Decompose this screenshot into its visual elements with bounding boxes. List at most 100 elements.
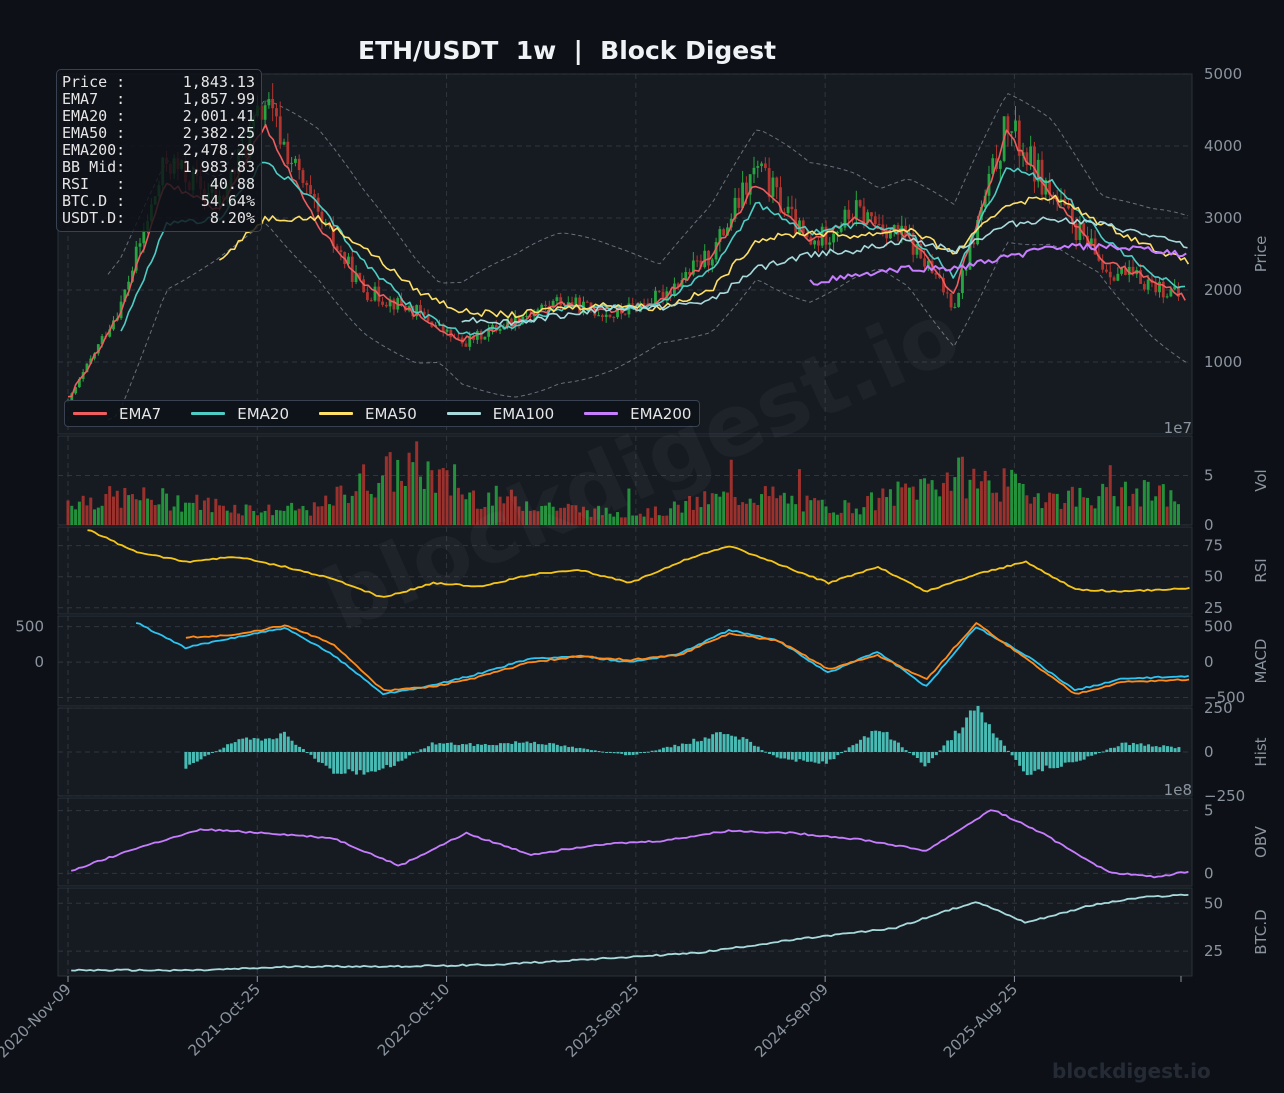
volume-bar bbox=[339, 485, 343, 525]
candle-body bbox=[487, 329, 491, 337]
volume-bar bbox=[142, 487, 146, 525]
histogram-bar bbox=[1025, 752, 1029, 776]
histogram-bar bbox=[294, 744, 298, 752]
histogram-bar bbox=[658, 749, 662, 752]
volume-bar bbox=[256, 515, 259, 525]
candle-body bbox=[854, 200, 858, 220]
legend-label: EMA20 bbox=[237, 404, 290, 423]
histogram-bar bbox=[980, 712, 984, 752]
volume-bar bbox=[824, 506, 828, 525]
volume-bar bbox=[938, 496, 942, 525]
volume-bar bbox=[165, 493, 169, 525]
histogram-bar bbox=[366, 752, 370, 773]
histogram-bar bbox=[1135, 744, 1139, 752]
volume-bar bbox=[278, 510, 282, 525]
volume-bar bbox=[373, 497, 377, 525]
histogram-bar bbox=[714, 732, 718, 752]
volume-bar bbox=[760, 494, 764, 525]
volume-bar bbox=[1048, 492, 1052, 525]
series-line-signal bbox=[185, 622, 1190, 695]
histogram-bar bbox=[1021, 752, 1025, 772]
histogram-bar bbox=[847, 747, 851, 752]
y-tick-label: 0 bbox=[1204, 653, 1214, 671]
volume-bar bbox=[274, 509, 278, 525]
candle-body bbox=[870, 212, 873, 217]
volume-bar bbox=[528, 510, 532, 525]
histogram-bar bbox=[339, 752, 343, 774]
candle-body bbox=[1048, 180, 1052, 195]
histogram-bar bbox=[832, 752, 836, 760]
volume-bar bbox=[365, 490, 369, 525]
histogram-bar bbox=[408, 752, 412, 756]
volume-bars bbox=[66, 441, 1180, 525]
y-axis-label: Price bbox=[1252, 236, 1270, 273]
candle-body bbox=[449, 329, 453, 338]
histogram-bar bbox=[245, 737, 249, 752]
histogram-bar bbox=[1071, 752, 1075, 763]
volume-bar bbox=[381, 475, 385, 525]
volume-bar bbox=[858, 514, 862, 525]
histogram-bar bbox=[461, 744, 465, 752]
volume-bar bbox=[127, 495, 131, 525]
histogram-bar bbox=[855, 743, 859, 752]
info-label: Price : bbox=[62, 73, 126, 91]
candle-body bbox=[77, 378, 81, 388]
series-line-ema20 bbox=[120, 161, 1186, 336]
candle-body bbox=[703, 250, 707, 268]
candle-body bbox=[979, 207, 983, 221]
candle-body bbox=[96, 344, 100, 354]
histogram-bar bbox=[627, 752, 631, 756]
volume-bar bbox=[180, 511, 184, 525]
histogram-bar bbox=[392, 752, 396, 766]
volume-bar bbox=[877, 497, 881, 525]
y-tick-label: 5 bbox=[1204, 802, 1214, 820]
volume-bar bbox=[847, 502, 851, 525]
candle-body bbox=[676, 283, 680, 288]
candle-body bbox=[1017, 120, 1021, 156]
histogram-bar bbox=[684, 743, 688, 752]
volume-bar bbox=[1104, 487, 1108, 525]
volume-bar bbox=[653, 506, 657, 525]
y-tick-label: 0 bbox=[1204, 864, 1214, 882]
candle-body bbox=[691, 260, 695, 275]
y-axis-label: RSI bbox=[1252, 558, 1270, 582]
histogram-bar bbox=[309, 752, 313, 755]
candle-body bbox=[1089, 238, 1093, 245]
candle-body bbox=[1082, 223, 1086, 236]
volume-bar bbox=[919, 479, 923, 525]
histogram-bar bbox=[298, 746, 302, 752]
volume-bar bbox=[957, 457, 961, 525]
histogram-bar bbox=[1018, 752, 1022, 766]
histogram-bar bbox=[487, 745, 491, 752]
candle-body bbox=[297, 158, 301, 171]
volume-bar bbox=[869, 492, 873, 525]
histogram-bar bbox=[669, 747, 673, 752]
volume-bar bbox=[915, 499, 919, 525]
histogram-bar bbox=[207, 752, 211, 755]
histogram-bar bbox=[836, 752, 840, 756]
info-row-rsi: RSI : 40.88 bbox=[62, 176, 255, 193]
histogram-bar bbox=[752, 745, 756, 752]
histogram-bar bbox=[1166, 746, 1170, 752]
histogram-bar bbox=[525, 741, 529, 752]
candle-body bbox=[555, 297, 559, 302]
candle-body bbox=[267, 98, 271, 106]
histogram-bar bbox=[570, 746, 574, 752]
candle-body bbox=[278, 116, 282, 145]
candle-body bbox=[608, 314, 612, 317]
histogram-bar bbox=[927, 752, 931, 763]
volume-bar bbox=[263, 510, 267, 525]
histogram-bar bbox=[972, 710, 976, 752]
histogram-bar bbox=[263, 738, 267, 752]
histogram-bar bbox=[563, 745, 567, 752]
histogram-bar bbox=[362, 752, 366, 775]
histogram-bar bbox=[373, 752, 377, 772]
histogram-bar bbox=[1154, 746, 1158, 752]
volume-bar bbox=[941, 482, 945, 525]
volume-bar bbox=[566, 503, 570, 525]
candle-body bbox=[616, 307, 619, 318]
histogram-bar bbox=[616, 752, 620, 754]
legend-item-ema100: EMA100 bbox=[446, 405, 554, 423]
candle-body bbox=[335, 246, 339, 251]
volume-bar bbox=[991, 492, 995, 525]
